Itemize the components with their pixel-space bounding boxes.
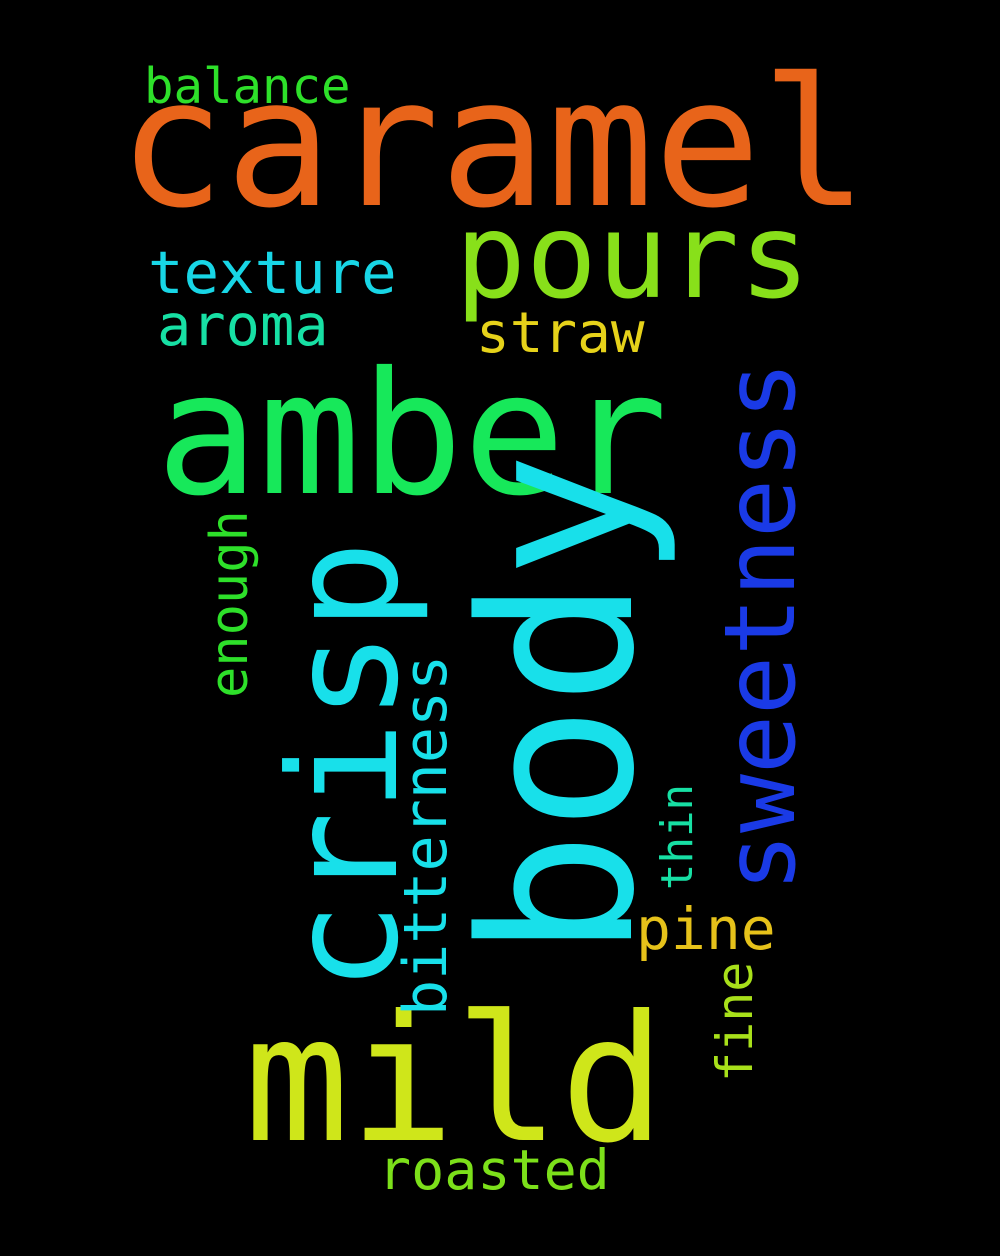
word-amber: amber	[156, 336, 668, 534]
word-texture: texture	[148, 238, 397, 307]
word-caramel: caramel	[118, 40, 869, 247]
word-roasted: roasted	[378, 1138, 610, 1202]
word-thin: thin	[652, 784, 703, 890]
word-aroma: aroma	[157, 293, 329, 359]
word-straw: straw	[476, 301, 645, 366]
word-pours: pours	[455, 187, 811, 325]
word-fine: fine	[706, 961, 764, 1082]
word-sweetness: sweetness	[704, 360, 818, 892]
word-body: body	[436, 452, 681, 958]
word-pine: pine	[636, 895, 776, 963]
word-bitterness: bitterness	[391, 654, 461, 1016]
word-enough: enough	[200, 510, 260, 698]
word-mild: mild	[244, 979, 666, 1182]
word-balance: balance	[144, 58, 351, 115]
